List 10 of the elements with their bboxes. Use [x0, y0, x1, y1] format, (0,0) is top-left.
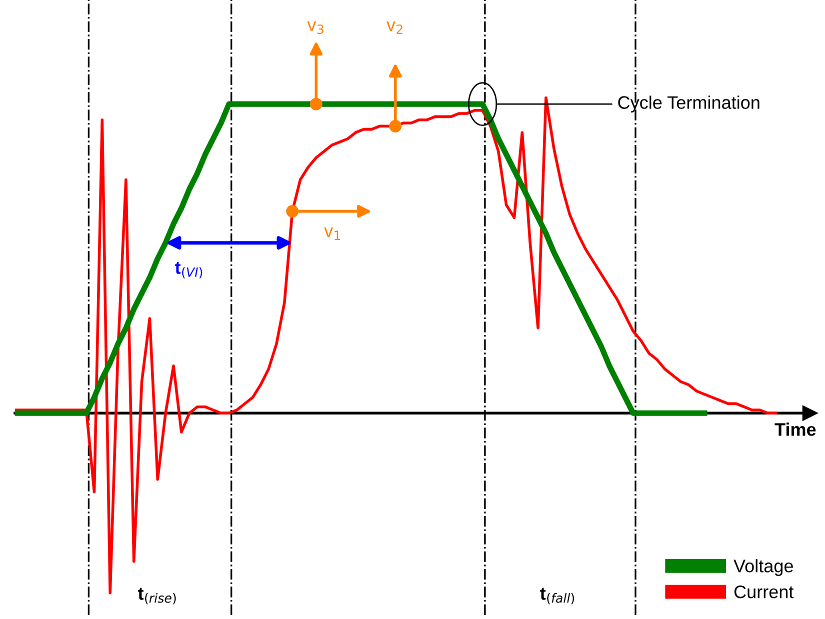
- text: v$_{2}$: [386, 21, 402, 34]
- annotation: v$_{1}$: [324, 227, 340, 240]
- text: v$_{3}$: [307, 21, 324, 34]
- x-axis-title: Time: [774, 422, 816, 436]
- annotation: t$_{(rise)}$: [138, 588, 176, 604]
- legend-label: Current: [734, 585, 794, 598]
- annotation: t$_{(fall)}$: [540, 588, 574, 604]
- legend-label: Voltage: [734, 559, 793, 576]
- annotation: Cycle Termination: [618, 96, 760, 112]
- annotation: t$_{(VI)}$: [175, 262, 202, 278]
